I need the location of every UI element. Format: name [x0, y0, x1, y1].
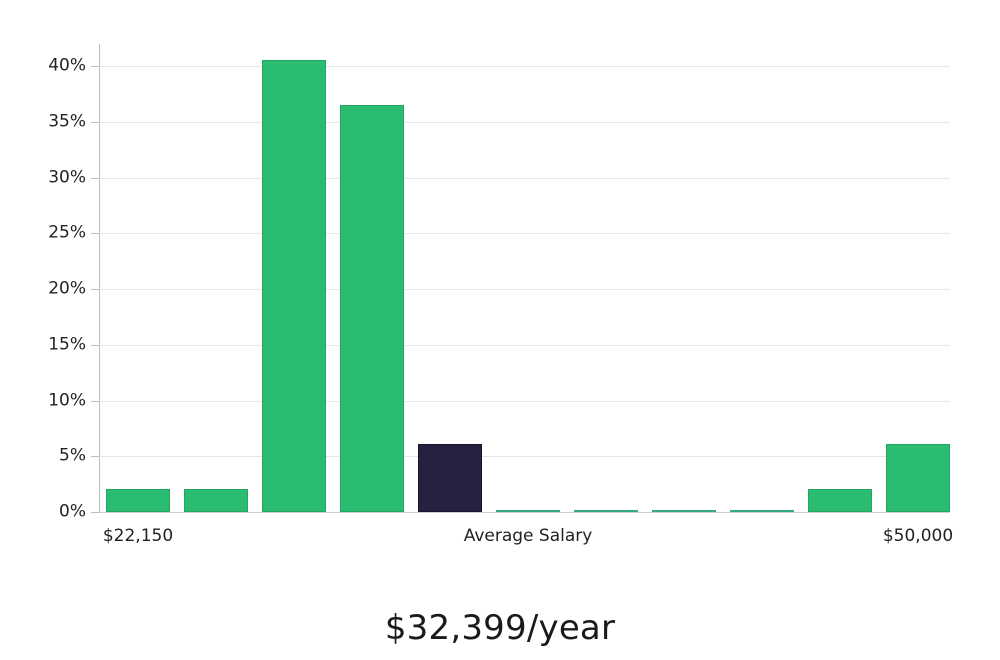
gridline: [99, 177, 950, 179]
bar: [730, 510, 794, 512]
y-axis-tick-mark: [91, 400, 99, 402]
bar: [184, 488, 248, 512]
y-axis-tick-mark: [91, 344, 99, 346]
gridline: [99, 122, 950, 123]
y-axis-tick-mark: [91, 122, 99, 123]
gridline: [99, 289, 950, 291]
x-axis-min-label: $22,150: [102, 526, 174, 546]
average-salary-caption: $32,399/year: [384, 608, 616, 648]
y-axis-tick-mark: [91, 512, 99, 513]
y-axis-labels: 0% 5% 10% 15% 20% 25% 30% 35% 40%: [0, 0, 86, 660]
y-axis-tick-label: 5%: [59, 445, 86, 466]
plot-area: [99, 44, 950, 513]
bar: [574, 510, 638, 512]
y-axis-tick-label: 35%: [48, 111, 86, 132]
gridline: [99, 66, 950, 68]
y-axis-tick-label: 40%: [48, 55, 86, 76]
bar: [808, 488, 872, 512]
y-axis-tick-label: 20%: [48, 278, 86, 299]
gridline: [99, 512, 950, 513]
y-axis-tick-mark: [91, 456, 99, 458]
y-axis-tick-label: 15%: [48, 334, 86, 355]
gridline: [99, 233, 950, 235]
y-axis-spine: [99, 44, 100, 513]
bar: [886, 444, 950, 512]
bar: [496, 510, 560, 512]
y-axis-tick-label: 25%: [48, 222, 86, 243]
bar: [652, 510, 716, 512]
bar-highlighted: [418, 444, 482, 512]
bar: [262, 59, 326, 512]
y-axis-tick-label: 10%: [48, 390, 86, 411]
x-axis-max-label: $50,000: [882, 526, 954, 546]
y-axis-tick-mark: [91, 66, 99, 68]
y-axis-tick-mark: [91, 289, 99, 291]
gridline: [99, 400, 950, 402]
gridline: [99, 344, 950, 346]
y-axis-tick-mark: [91, 177, 99, 179]
y-axis-tick-label: 0%: [59, 501, 86, 522]
bar: [106, 488, 170, 512]
y-axis-tick-mark: [91, 233, 99, 235]
gridline: [99, 456, 950, 458]
y-axis-tick-label: 30%: [48, 167, 86, 188]
bar: [340, 105, 404, 512]
bars: [99, 44, 950, 512]
x-axis-center-label: Average Salary: [463, 526, 593, 546]
